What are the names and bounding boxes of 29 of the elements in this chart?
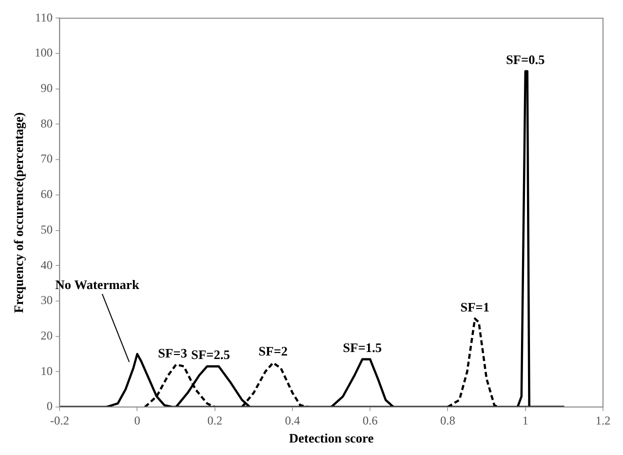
x-tick-label: -0.2 bbox=[50, 413, 70, 428]
series-label: SF=3 bbox=[158, 345, 188, 360]
y-tick-label: 90 bbox=[40, 81, 53, 96]
series-label: SF=2.5 bbox=[191, 347, 230, 362]
y-tick-label: 110 bbox=[35, 10, 53, 24]
x-tick-label: 0.8 bbox=[440, 413, 456, 428]
y-axis-title: Frequency of occurence(percentage) bbox=[11, 112, 26, 313]
y-tick-label: 70 bbox=[40, 152, 53, 166]
y-tick-label: 30 bbox=[40, 293, 53, 308]
x-tick-label: 0.2 bbox=[207, 413, 222, 428]
series-label: SF=1.5 bbox=[342, 340, 382, 356]
y-tick-label: 10 bbox=[40, 364, 53, 378]
x-axis-title: Detection score bbox=[289, 430, 374, 446]
y-tick-label: 40 bbox=[40, 258, 53, 272]
y-tick-label: 80 bbox=[40, 116, 53, 130]
x-tick-label: 0.6 bbox=[362, 413, 378, 428]
y-tick-label: 50 bbox=[40, 222, 53, 236]
x-tick-label: 1 bbox=[522, 413, 528, 428]
x-tick-label: 0.4 bbox=[284, 413, 300, 428]
y-tick-label: 20 bbox=[40, 328, 53, 342]
series-label: SF=2 bbox=[258, 344, 288, 359]
y-tick-label: 60 bbox=[40, 187, 53, 202]
series-label: SF=1 bbox=[460, 299, 490, 314]
x-tick-label: 1.2 bbox=[596, 413, 610, 428]
y-tick-label: 0 bbox=[46, 399, 53, 414]
series-label: SF=0.5 bbox=[506, 52, 546, 68]
text: No Watermark bbox=[55, 276, 140, 292]
x-tick-label: 0 bbox=[134, 413, 140, 428]
y-tick-label: 100 bbox=[34, 46, 53, 60]
